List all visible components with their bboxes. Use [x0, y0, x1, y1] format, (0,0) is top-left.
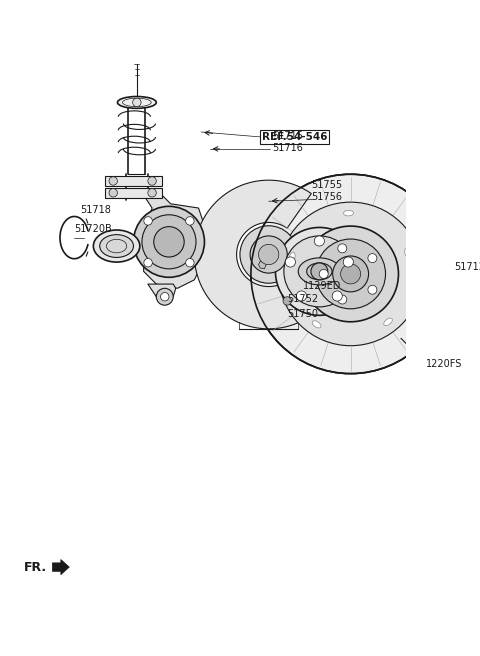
Circle shape — [341, 264, 360, 284]
Circle shape — [297, 291, 307, 301]
Circle shape — [186, 258, 194, 267]
Circle shape — [276, 228, 363, 316]
Polygon shape — [105, 188, 162, 198]
Circle shape — [416, 354, 423, 360]
Polygon shape — [148, 284, 176, 301]
Circle shape — [333, 256, 369, 292]
Circle shape — [154, 226, 184, 257]
Circle shape — [343, 257, 353, 267]
Ellipse shape — [100, 235, 133, 257]
Circle shape — [250, 236, 287, 273]
Polygon shape — [132, 191, 207, 288]
Text: 51712: 51712 — [455, 262, 480, 272]
Circle shape — [109, 188, 118, 197]
Text: 51752: 51752 — [287, 295, 318, 304]
Circle shape — [283, 297, 291, 305]
Text: FR.: FR. — [24, 561, 47, 573]
Circle shape — [144, 216, 152, 225]
Circle shape — [160, 293, 169, 301]
Polygon shape — [52, 560, 69, 575]
Text: 51720B: 51720B — [74, 224, 112, 234]
Circle shape — [319, 270, 328, 278]
Circle shape — [338, 244, 347, 253]
Circle shape — [286, 257, 296, 267]
Circle shape — [303, 226, 398, 322]
Circle shape — [109, 176, 118, 185]
Ellipse shape — [312, 321, 321, 328]
Circle shape — [251, 174, 450, 374]
Text: 51750: 51750 — [287, 308, 318, 319]
Circle shape — [133, 207, 204, 277]
Circle shape — [144, 258, 152, 267]
Circle shape — [186, 216, 194, 225]
Text: 51718: 51718 — [80, 205, 111, 215]
Polygon shape — [194, 180, 325, 329]
Text: 1220FS: 1220FS — [426, 359, 462, 369]
Circle shape — [240, 226, 298, 283]
Text: 1129ED: 1129ED — [302, 281, 341, 291]
Text: 51755
51756: 51755 51756 — [311, 180, 342, 202]
Circle shape — [314, 236, 324, 246]
Circle shape — [148, 176, 156, 185]
Ellipse shape — [384, 318, 392, 325]
Circle shape — [279, 202, 422, 346]
Circle shape — [368, 285, 377, 295]
Text: 51715
51716: 51715 51716 — [272, 131, 303, 153]
Circle shape — [259, 244, 279, 264]
Circle shape — [284, 236, 355, 307]
Ellipse shape — [405, 249, 411, 258]
Text: REF.54-546: REF.54-546 — [262, 132, 327, 142]
Circle shape — [338, 295, 347, 304]
Circle shape — [142, 215, 196, 269]
Circle shape — [332, 291, 342, 301]
Circle shape — [156, 288, 173, 305]
Ellipse shape — [289, 253, 295, 262]
Ellipse shape — [118, 96, 156, 108]
Circle shape — [132, 98, 141, 107]
Polygon shape — [105, 176, 162, 186]
Circle shape — [316, 239, 385, 309]
Ellipse shape — [93, 230, 140, 262]
Circle shape — [148, 188, 156, 197]
Ellipse shape — [344, 211, 353, 216]
Ellipse shape — [298, 258, 340, 285]
Circle shape — [368, 254, 377, 262]
Circle shape — [311, 263, 328, 280]
Ellipse shape — [307, 263, 332, 280]
Polygon shape — [259, 261, 266, 269]
